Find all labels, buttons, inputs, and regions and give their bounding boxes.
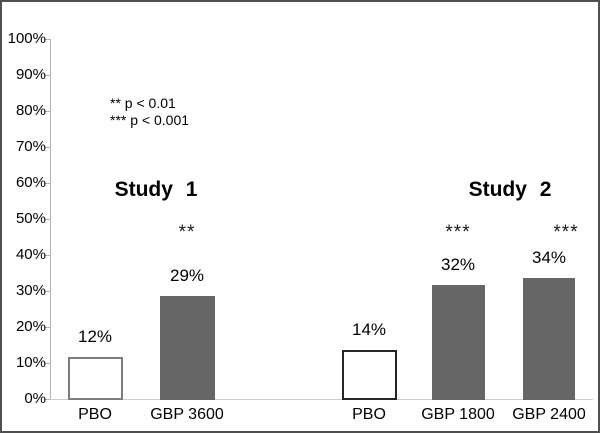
- x-axis-category-label: GBP 1800: [421, 406, 495, 423]
- y-axis-tick-label: 90%: [15, 66, 46, 83]
- bar-value-label: 29%: [169, 266, 205, 285]
- x-axis-category-label: GBP 2400: [512, 406, 586, 423]
- y-axis-tick-label: 80%: [15, 102, 46, 119]
- y-axis-tick-label: 30%: [15, 282, 46, 299]
- y-axis-tick: [44, 327, 50, 328]
- y-axis-tick-label: 100%: [7, 30, 46, 47]
- bar-value-label: 12%: [77, 327, 113, 346]
- significance-marker: **: [178, 222, 196, 243]
- y-axis-tick-label: 40%: [15, 246, 46, 263]
- y-axis-tick-label: 0%: [24, 390, 46, 407]
- y-axis-tick-label: 50%: [15, 210, 46, 227]
- y-axis-tick: [44, 39, 50, 40]
- y-axis-tick: [44, 147, 50, 148]
- y-axis-tick: [44, 291, 50, 292]
- x-axis-baseline: [50, 399, 593, 400]
- bar-value-label: 32%: [440, 255, 476, 274]
- group-title: Study 2: [468, 178, 552, 201]
- bar-gbp-1800: [431, 285, 485, 400]
- legend-line-p01: ** p < 0.01: [110, 95, 176, 111]
- y-axis-tick: [44, 219, 50, 220]
- x-axis-category-label: PBO: [352, 406, 386, 423]
- bar-gbp-3600: [159, 296, 215, 400]
- bar-value-label: 34%: [531, 248, 567, 267]
- y-axis-tick: [44, 363, 50, 364]
- x-axis-category-label: GBP 3600: [150, 406, 224, 423]
- y-axis-tick-label: 20%: [15, 318, 46, 335]
- y-axis-tick-label: 60%: [15, 174, 46, 191]
- y-axis-tick: [44, 75, 50, 76]
- y-axis-tick: [44, 111, 50, 112]
- group-title: Study 1: [114, 178, 198, 201]
- y-axis-tick-label: 10%: [15, 354, 46, 371]
- legend-line-p001: *** p < 0.001: [110, 112, 190, 128]
- y-axis-tick: [44, 183, 50, 184]
- significance-marker: ***: [553, 222, 579, 243]
- bar-gbp-2400: [523, 278, 575, 400]
- p-value-legend: ** p < 0.01 *** p < 0.001: [110, 95, 189, 129]
- y-axis-tick: [44, 255, 50, 256]
- y-axis-line: [50, 39, 51, 400]
- bar-pbo: [67, 357, 123, 400]
- y-axis-tick: [44, 399, 50, 400]
- y-axis-tick-label: 70%: [15, 138, 46, 155]
- bar-value-label: 14%: [351, 320, 387, 339]
- significance-marker: ***: [445, 222, 471, 243]
- bar-pbo: [341, 350, 397, 400]
- x-axis-category-label: PBO: [78, 406, 112, 423]
